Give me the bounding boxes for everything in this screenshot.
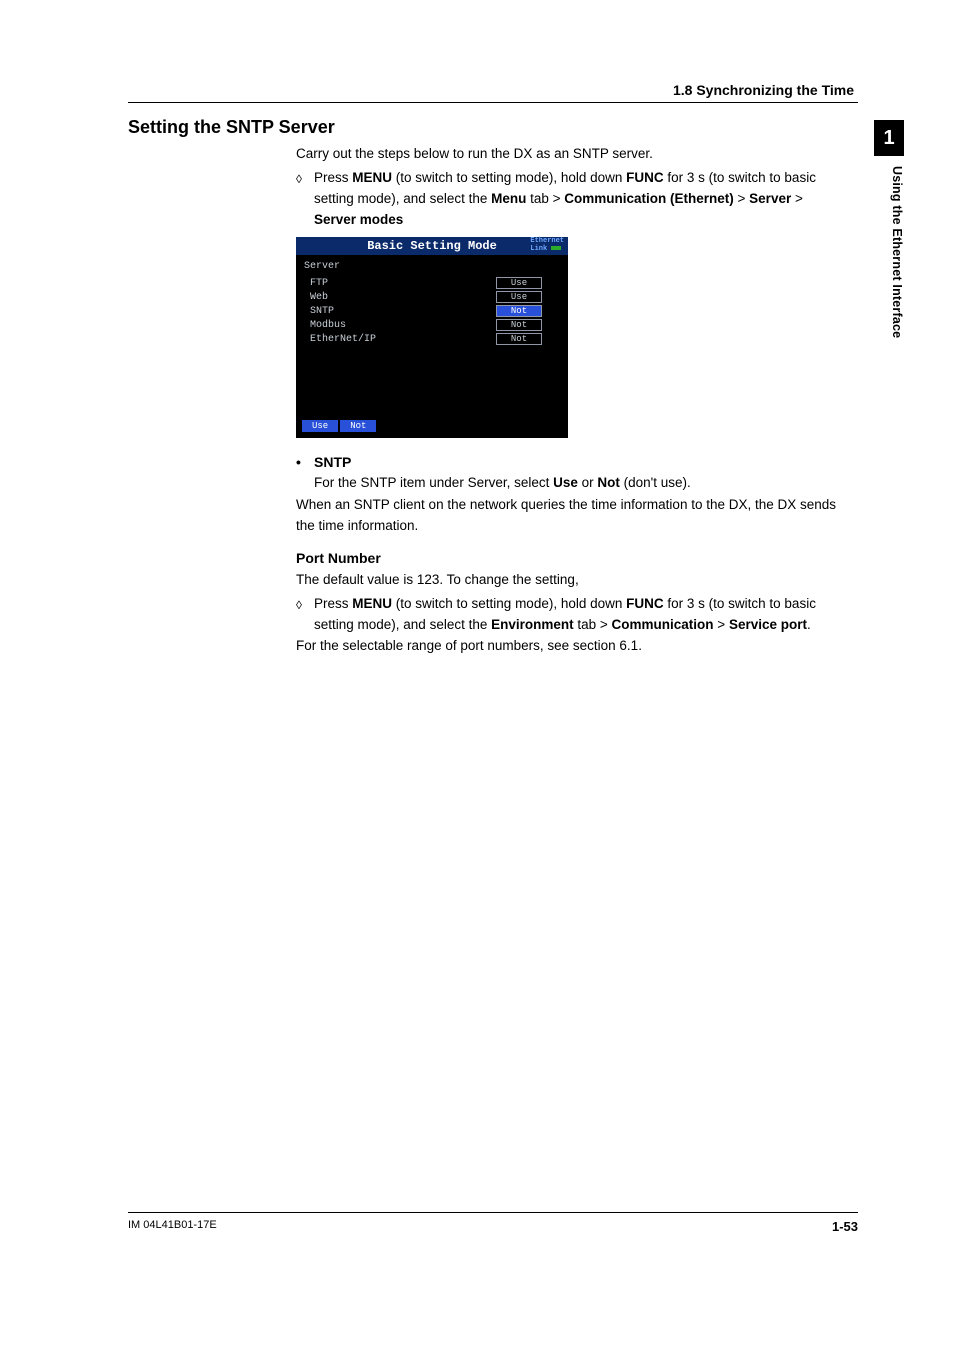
port-number-heading: Port Number [296,550,858,566]
server-row-value: Not [496,319,542,331]
menu-key: MENU [352,596,392,611]
use-button: Use [302,420,338,432]
t: Not [597,475,620,490]
t: (don't use). [620,475,691,490]
t: Service port [729,617,807,632]
chapter-title: Using the Ethernet Interface [874,156,904,338]
page-footer: IM 04L41B01-17E 1-53 [128,1212,858,1234]
server-row-label: FTP [304,278,496,289]
t: Environment [491,617,574,632]
t: Press [314,170,352,185]
t: Use [553,475,578,490]
t: Press [314,596,352,611]
section-header: 1.8 Synchronizing the Time [128,82,858,103]
link-led-icon [551,246,561,250]
device-footer-buttons: Use Not [302,420,376,432]
step-1: ◊ Press MENU (to switch to setting mode)… [296,168,858,231]
ethernet-indicator: Ethernet Link [530,238,564,253]
server-row: EtherNet/IPNot [304,332,560,346]
port-step: ◊ Press MENU (to switch to setting mode)… [296,594,858,636]
t: For the SNTP item under Server, select [314,475,553,490]
t: Communication [612,617,714,632]
page-title: Setting the SNTP Server [128,117,858,138]
sntp-para: When an SNTP client on the network queri… [296,495,858,536]
menu-key: MENU [352,170,392,185]
t: Server modes [314,212,403,227]
server-row: SNTPNot [304,304,560,318]
t: Server [749,191,791,206]
bullet-icon: • [296,452,314,473]
server-row-value: Not [496,305,542,317]
port-range-note: For the selectable range of port numbers… [296,636,858,656]
intro-text: Carry out the steps below to run the DX … [296,144,858,164]
server-row: FTPUse [304,276,560,290]
server-heading: Server [304,261,560,272]
doc-id: IM 04L41B01-17E [128,1219,217,1234]
t: . [807,617,811,632]
t: > [791,191,803,206]
t: or [578,475,598,490]
server-row-value: Use [496,291,542,303]
server-row-label: SNTP [304,306,496,317]
t: tab > [574,617,612,632]
server-row-value: Not [496,333,542,345]
link-label: Link [530,245,547,253]
chapter-tab: 1 Using the Ethernet Interface [874,120,904,338]
func-key: FUNC [626,596,664,611]
diamond-icon: ◊ [296,594,314,636]
server-row-value: Use [496,277,542,289]
t: (to switch to setting mode), hold down [392,596,626,611]
server-row: ModbusNot [304,318,560,332]
func-key: FUNC [626,170,664,185]
t: Communication (Ethernet) [564,191,734,206]
sntp-line: For the SNTP item under Server, select U… [314,473,858,493]
server-row: WebUse [304,290,560,304]
eth-label: Ethernet [530,237,564,245]
page-number: 1-53 [832,1219,858,1234]
sntp-heading: SNTP [314,452,858,473]
t: > [714,617,729,632]
port-default-line: The default value is 123. To change the … [296,570,858,590]
server-row-label: EtherNet/IP [304,334,496,345]
device-title: Basic Setting Mode Ethernet Link [296,237,568,255]
not-button: Not [340,420,376,432]
sntp-bullet: • SNTP [296,452,858,473]
t: Menu [491,191,526,206]
server-row-label: Web [304,292,496,303]
t: (to switch to setting mode), hold down [392,170,626,185]
t: > [734,191,749,206]
device-screenshot: Basic Setting Mode Ethernet Link Server … [296,237,568,438]
diamond-icon: ◊ [296,168,314,231]
device-title-text: Basic Setting Mode [367,239,497,253]
chapter-number: 1 [874,120,904,156]
t: tab > [526,191,564,206]
server-row-label: Modbus [304,320,496,331]
